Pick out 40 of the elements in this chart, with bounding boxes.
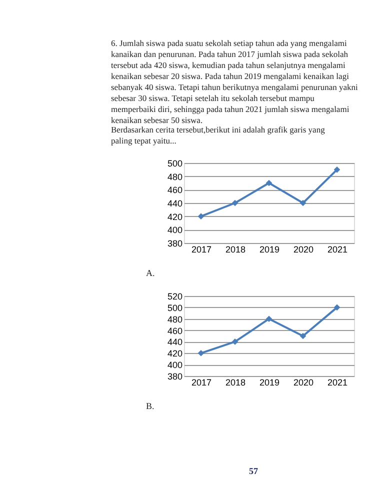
y-tick-label: 440 xyxy=(167,337,182,348)
x-tick-label: 2019 xyxy=(259,378,280,388)
y-tick-label: 500 xyxy=(167,158,182,168)
y-tick-label: 520 xyxy=(167,292,182,302)
x-tick-label: 2021 xyxy=(327,378,348,388)
y-tick-label: 460 xyxy=(167,185,182,196)
x-tick-label: 2018 xyxy=(225,378,246,388)
y-tick-label: 420 xyxy=(167,348,182,359)
x-tick-label: 2017 xyxy=(191,378,212,388)
point xyxy=(232,200,238,206)
text: B. xyxy=(146,401,154,411)
point xyxy=(266,316,272,322)
point xyxy=(300,200,306,206)
x-tick-label: 2021 xyxy=(327,244,348,254)
point xyxy=(300,332,306,340)
text: A. xyxy=(146,268,155,278)
x-tick-label: 2017 xyxy=(191,244,212,254)
point xyxy=(334,166,340,173)
y-tick-label: 420 xyxy=(167,212,182,222)
x-tick-label: 2019 xyxy=(259,244,280,254)
y-tick-label: 460 xyxy=(167,326,182,336)
y-tick-label: 440 xyxy=(167,198,182,208)
y-tick-label: 500 xyxy=(167,302,182,313)
point xyxy=(198,350,204,356)
point xyxy=(334,304,340,311)
y-tick-label: 400 xyxy=(167,225,182,236)
y-tick-label: 380 xyxy=(167,372,182,382)
text: 57 xyxy=(249,466,258,476)
x-tick-label: 2020 xyxy=(293,378,314,388)
chart-subtitle: Berdasarkan cerita tersebut,berikut ini adalah grafik garis yang paling tepat yaitu... xyxy=(111,124,326,146)
point xyxy=(232,338,238,345)
y-tick-label: 400 xyxy=(167,360,182,370)
y-tick-label: 480 xyxy=(167,314,182,324)
x-tick-label: 2020 xyxy=(293,244,314,254)
chart-title: 6. Jumlah siswa pada suatu sekolah setiap tahun ada yang mengalami kanaikan dan penurunan. Pada tahun 2017 jumlah siswa pada sekolah tersebut ada 420 siswa, kemudian pada tahun selanjutnya mengalami kenaikan sebesar 20 siswa. Pada tahun 2019 mengalami kenaikan lagi sebanyak 40 siswa. Tetapi tahun berikutnya mengalami penurunan yakni sebesar 30 siswa. Tetapi setelah itu sekolah tersebut mampu memperbaiki diri, sehingga pada tahun 2021 jumlah siswa mengalami kenaikan sebesar 50 siswa. xyxy=(111,38,358,125)
x-tick-label: 2018 xyxy=(225,244,246,254)
y-tick-label: 380 xyxy=(167,238,182,248)
point xyxy=(198,213,204,220)
point xyxy=(266,180,272,186)
y-tick-label: 480 xyxy=(167,172,182,182)
